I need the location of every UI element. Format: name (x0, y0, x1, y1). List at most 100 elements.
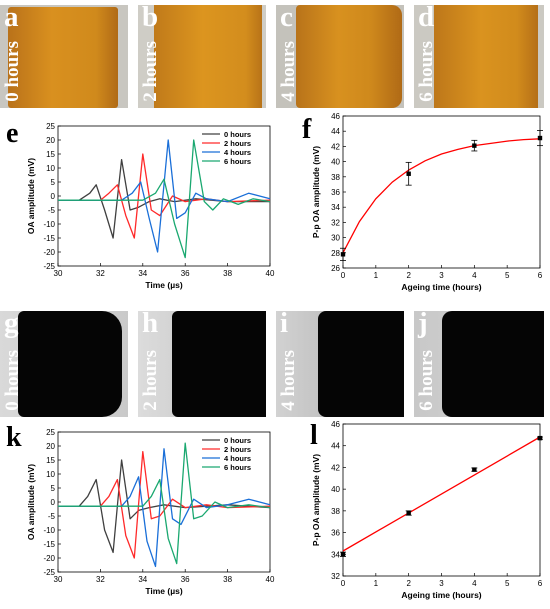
x-tick-label: 6 (538, 271, 543, 280)
fit-line (342, 436, 541, 552)
series-line (58, 448, 271, 568)
data-point (406, 510, 411, 516)
x-tick-label: 4 (472, 271, 477, 280)
y-tick-label: -25 (43, 262, 55, 271)
y-tick-label: 46 (331, 420, 340, 429)
x-tick-label: 36 (181, 269, 190, 278)
data-point (406, 171, 411, 176)
y-tick-label: 5 (51, 484, 56, 493)
y-tick-label: 44 (331, 127, 340, 136)
data-point (537, 135, 543, 141)
data-point (340, 252, 346, 257)
y-tick-label: -10 (43, 220, 55, 229)
legend-label: 2 hours (224, 445, 251, 454)
ageing-label: 0 hours (2, 350, 23, 411)
x-tick-label: 5 (505, 271, 510, 280)
y-tick-label: 36 (331, 188, 340, 197)
x-tick-label: 32 (96, 575, 105, 584)
x-tick-label: 6 (538, 579, 543, 588)
panel-letter: c (280, 5, 293, 33)
x-axis-label: Ageing time (hours) (401, 590, 481, 600)
photo-panel-h: h 2 hours (138, 311, 266, 417)
legend-label: 0 hours (224, 436, 251, 445)
legend-label: 6 hours (224, 157, 251, 166)
oa-signal-chart-e: 30 32 34 36 38 40 -25 -20 -15 -10 -5 0 5 10 15 20 25 Time… (26, 122, 275, 290)
y-tick-label: -20 (43, 248, 55, 257)
y-tick-label: -15 (43, 234, 55, 243)
x-tick-label: 34 (138, 575, 147, 584)
panel-letter: g (4, 311, 19, 339)
y-tick-label: 26 (331, 264, 340, 273)
ageing-label: 2 hours (140, 41, 161, 102)
x-tick-label: 3 (439, 271, 444, 280)
x-tick-label: 5 (505, 579, 510, 588)
panel-letter: h (142, 311, 159, 339)
panel-letter: a (4, 5, 19, 33)
y-tick-label: -20 (43, 554, 55, 563)
y-tick-label: -15 (43, 540, 55, 549)
y-tick-label: 0 (51, 498, 56, 507)
series-line (58, 442, 271, 565)
y-axis-label: P-p OA amplitude (mV) (311, 146, 321, 238)
legend-label: 6 hours (224, 463, 251, 472)
photo-panel-i: i 4 hours (276, 311, 404, 417)
series-line (58, 459, 271, 554)
photo-panel-a: a 0 hours (0, 5, 128, 108)
x-tick-label: 40 (266, 575, 275, 584)
y-tick-label: 38 (331, 507, 340, 516)
y-tick-label: 46 (331, 112, 340, 121)
photo-panel-c: c 4 hours (276, 5, 404, 108)
y-tick-label: 34 (331, 203, 340, 212)
y-tick-label: 40 (331, 158, 340, 167)
y-axis-label: P-p OA amplitude (mV) (311, 454, 321, 546)
x-axis-label: Ageing time (hours) (401, 282, 481, 292)
y-tick-label: 42 (331, 142, 340, 151)
x-tick-label: 38 (223, 269, 232, 278)
y-tick-label: 5 (51, 178, 56, 187)
y-tick-label: 25 (46, 428, 55, 437)
ageing-label: 4 hours (278, 350, 299, 411)
panel-letter-l: l (310, 420, 318, 451)
panel-letter-e: e (6, 118, 19, 149)
x-tick-label: 30 (54, 575, 63, 584)
legend-label: 4 hours (224, 148, 251, 157)
ageing-label: 2 hours (140, 350, 161, 411)
y-tick-label: -10 (43, 526, 55, 535)
y-tick-label: 32 (331, 218, 340, 227)
x-axis-label: Time (µs) (145, 586, 183, 596)
ageing-label: 6 hours (416, 41, 437, 102)
panel-letter: i (280, 311, 289, 339)
y-axis-label: OA amplitude (mV) (26, 158, 36, 234)
y-tick-label: 44 (331, 442, 340, 451)
y-tick-label: -5 (48, 512, 56, 521)
y-tick-label: 38 (331, 173, 340, 182)
panel-letter: j (418, 311, 428, 339)
y-tick-label: 10 (46, 470, 55, 479)
x-tick-label: 0 (341, 271, 346, 280)
y-tick-label: 25 (46, 122, 55, 131)
y-tick-label: -25 (43, 568, 55, 577)
panel-letter-f: f (302, 114, 312, 145)
y-tick-label: 42 (331, 463, 340, 472)
series-line (58, 139, 271, 259)
x-tick-label: 34 (138, 269, 147, 278)
data-point (472, 143, 477, 148)
y-tick-label: 0 (51, 192, 56, 201)
y-tick-label: 40 (331, 485, 340, 494)
x-axis-label: Time (µs) (145, 280, 183, 290)
y-tick-label: 34 (331, 550, 340, 559)
y-tick-label: 30 (331, 234, 340, 243)
y-tick-label: 36 (331, 529, 340, 538)
ageing-label: 0 hours (2, 41, 23, 102)
y-tick-label: 20 (46, 136, 55, 145)
panel-letter: b (142, 5, 159, 33)
plot-frame (342, 115, 541, 269)
x-tick-label: 3 (439, 579, 444, 588)
photo-panel-d: d 6 hours (414, 5, 544, 108)
series-line (58, 158, 270, 239)
photo-panel-j: j 6 hours (414, 311, 544, 417)
y-tick-label: 10 (46, 164, 55, 173)
